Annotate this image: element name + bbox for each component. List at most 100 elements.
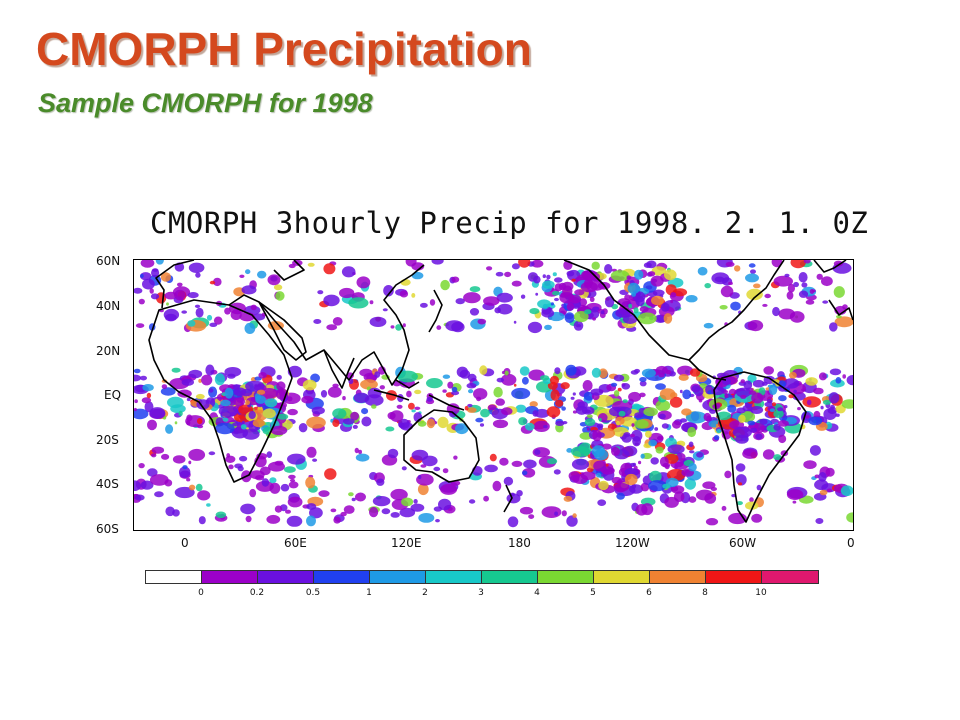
precip-cell bbox=[542, 280, 555, 289]
precip-cell bbox=[332, 383, 339, 388]
precip-cell bbox=[172, 455, 186, 464]
precip-cell bbox=[833, 286, 845, 298]
precip-cell bbox=[688, 496, 697, 503]
precip-cell bbox=[463, 292, 481, 304]
precip-cell bbox=[188, 369, 203, 379]
precip-cell bbox=[566, 448, 573, 453]
coastline-greenland bbox=[813, 260, 847, 273]
precip-cell bbox=[355, 453, 370, 462]
precip-cell bbox=[255, 395, 266, 404]
precip-cell bbox=[160, 387, 176, 396]
precip-cell bbox=[577, 401, 588, 409]
precip-cell bbox=[822, 300, 829, 304]
precip-cell bbox=[678, 374, 689, 381]
precip-cell bbox=[426, 378, 443, 389]
precip-cell bbox=[589, 296, 595, 302]
lat-label-20n: 20N bbox=[96, 344, 121, 358]
precip-cell bbox=[201, 374, 213, 386]
precip-cell bbox=[356, 276, 371, 289]
precip-cell bbox=[396, 404, 403, 409]
precip-cell bbox=[301, 395, 314, 404]
precip-cell bbox=[560, 382, 570, 390]
precip-cell bbox=[719, 305, 728, 310]
precip-cell bbox=[181, 310, 187, 314]
precip-cell bbox=[529, 401, 538, 408]
precip-cell bbox=[172, 509, 180, 517]
precip-cell bbox=[411, 409, 416, 413]
lat-label-20s: 20S bbox=[96, 433, 119, 447]
precip-cell bbox=[317, 290, 324, 295]
precip-cell bbox=[747, 320, 764, 332]
precip-cell bbox=[655, 446, 664, 454]
precip-cell bbox=[355, 492, 366, 502]
precip-cell bbox=[197, 418, 203, 425]
precip-cell bbox=[390, 488, 408, 501]
precip-cell bbox=[477, 318, 487, 325]
precip-cell bbox=[641, 503, 654, 516]
precip-cell bbox=[178, 410, 183, 417]
precip-cell bbox=[763, 366, 774, 375]
precip-cell bbox=[841, 399, 853, 409]
precip-cell bbox=[613, 390, 620, 397]
precip-cell bbox=[249, 488, 257, 498]
precip-cell bbox=[171, 367, 181, 373]
colorbar-swatch-1 bbox=[202, 571, 258, 583]
colorbar-label: 3 bbox=[478, 588, 484, 598]
precip-cell bbox=[141, 397, 152, 404]
precip-cell bbox=[550, 389, 560, 401]
precip-cell bbox=[245, 380, 265, 392]
precip-cell bbox=[816, 273, 823, 280]
precip-cell bbox=[803, 460, 817, 469]
precip-cell bbox=[846, 512, 853, 523]
precip-cell bbox=[138, 298, 145, 305]
precip-cell bbox=[390, 325, 395, 329]
precip-cell bbox=[716, 429, 722, 434]
precip-cell bbox=[420, 464, 427, 468]
precip-cell bbox=[288, 474, 296, 480]
colorbar-swatch-10 bbox=[706, 571, 762, 583]
precip-cell bbox=[475, 417, 484, 423]
precip-cell bbox=[610, 382, 618, 387]
precip-cell bbox=[161, 453, 170, 460]
precip-cell bbox=[215, 422, 235, 435]
precip-cell bbox=[542, 274, 546, 279]
precip-cell bbox=[215, 511, 227, 519]
precip-cell bbox=[552, 272, 557, 277]
precip-cell bbox=[554, 367, 561, 375]
precip-cell bbox=[218, 405, 238, 418]
precip-cell bbox=[351, 497, 356, 502]
precip-cell bbox=[786, 291, 794, 300]
colorbar-swatch-4 bbox=[370, 571, 426, 583]
precip-cell bbox=[274, 505, 283, 513]
precip-cell bbox=[473, 388, 488, 400]
precip-cell bbox=[480, 408, 490, 418]
precip-cell bbox=[714, 276, 725, 283]
precip-cell bbox=[835, 377, 842, 384]
precip-cell bbox=[459, 369, 471, 379]
colorbar-swatch-5 bbox=[426, 571, 482, 583]
precip-cell bbox=[166, 302, 169, 306]
precip-cell bbox=[466, 407, 477, 413]
precip-cell bbox=[198, 378, 202, 383]
precip-cell bbox=[519, 366, 530, 376]
precip-cell bbox=[655, 399, 671, 412]
lon-label-120e: 120E bbox=[391, 536, 422, 550]
precip-cell bbox=[829, 368, 842, 376]
precip-cell bbox=[628, 391, 642, 402]
precip-cell bbox=[395, 324, 402, 331]
precip-cell bbox=[206, 503, 211, 507]
precip-cell bbox=[426, 418, 436, 429]
precip-cell bbox=[400, 422, 414, 431]
precip-cell bbox=[280, 483, 290, 492]
precip-cell bbox=[591, 445, 605, 458]
precip-cell bbox=[819, 489, 828, 496]
precip-cell bbox=[736, 387, 752, 398]
precip-cell bbox=[469, 286, 481, 293]
precip-cell bbox=[436, 325, 442, 330]
precip-cell bbox=[288, 481, 299, 489]
precip-cell bbox=[522, 470, 528, 476]
precip-cell bbox=[195, 307, 204, 318]
precip-cell bbox=[669, 396, 683, 408]
precip-cell bbox=[661, 423, 669, 429]
precip-cell bbox=[546, 406, 561, 418]
